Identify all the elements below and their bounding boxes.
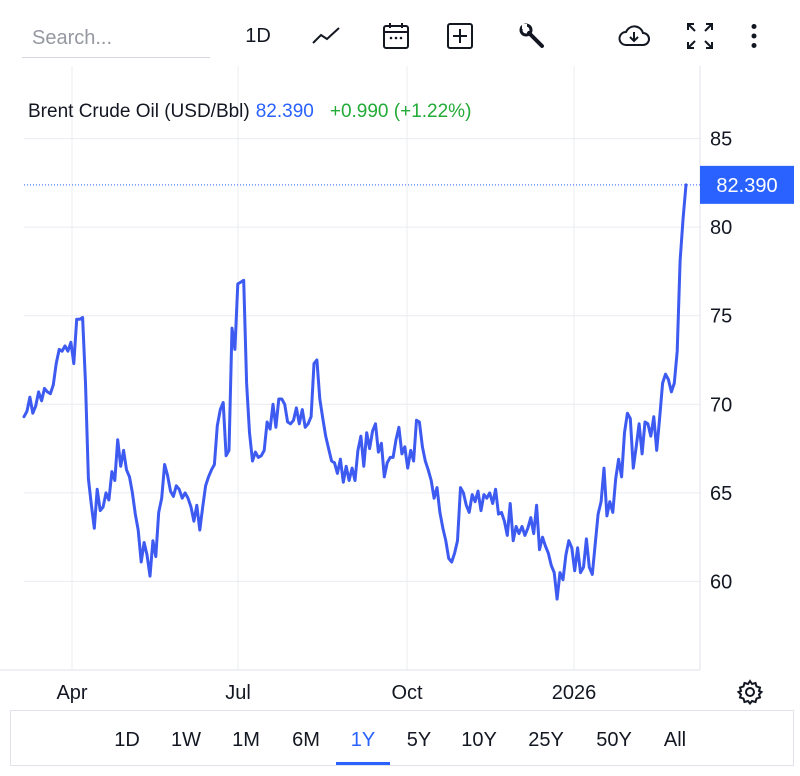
price-chart[interactable]: 60 65 70 75 80 85 Apr Jul Oct 2026 82.390 [0, 66, 800, 710]
cloud-download-icon[interactable] [614, 16, 654, 56]
range-button-5y[interactable]: 5Y [406, 729, 432, 751]
search-input[interactable] [22, 20, 210, 58]
more-vertical-icon[interactable] [740, 16, 768, 56]
active-range-underline [336, 762, 390, 765]
calendar-icon[interactable] [376, 16, 416, 56]
range-selector: 1D 1W 1M 6M 1Y 5Y 10Y 25Y 50Y All [10, 710, 794, 766]
range-button-25y[interactable]: 25Y [528, 729, 564, 751]
symbol-name: Brent Crude Oil (USD/Bbl) [28, 101, 250, 122]
y-tick-label: 60 [710, 571, 732, 593]
range-button-6m[interactable]: 6M [292, 729, 320, 751]
y-tick-label: 80 [710, 217, 732, 239]
last-price-tag: 82.390 [700, 165, 794, 204]
x-tick-label: Jul [225, 682, 251, 704]
last-price-label: 82.390 [716, 175, 777, 197]
range-button-1d[interactable]: 1D [114, 729, 140, 751]
y-tick-label: 70 [710, 394, 732, 416]
toolbar: 1D [0, 0, 800, 66]
range-button-1m[interactable]: 1M [232, 729, 260, 751]
add-compare-icon[interactable] [440, 16, 480, 56]
last-price: 82.390 [255, 101, 314, 122]
interval-button[interactable]: 1D [245, 24, 271, 47]
chart-settings-gear-icon[interactable] [736, 678, 764, 706]
y-tick-label: 85 [710, 129, 732, 151]
fullscreen-icon[interactable] [680, 16, 720, 56]
line-chart-icon[interactable] [306, 16, 346, 56]
y-tick-label: 65 [710, 483, 732, 505]
range-button-10y[interactable]: 10Y [461, 729, 497, 751]
wrench-icon[interactable] [512, 16, 552, 56]
range-button-50y[interactable]: 50Y [596, 729, 632, 751]
x-tick-label: Apr [56, 682, 87, 704]
x-tick-label: 2026 [552, 682, 597, 704]
range-button-all[interactable]: All [663, 729, 687, 751]
range-button-1y[interactable]: 1Y [350, 729, 376, 751]
range-button-1w[interactable]: 1W [171, 729, 201, 751]
y-tick-label: 75 [710, 306, 732, 328]
price-series-line [22, 183, 688, 601]
price-change: +0.990 (+1.22%) [329, 101, 472, 122]
x-tick-label: Oct [391, 682, 423, 704]
chart-legend: Brent Crude Oil (USD/Bbl) 82.390 +0.990 (+… [28, 101, 471, 123]
